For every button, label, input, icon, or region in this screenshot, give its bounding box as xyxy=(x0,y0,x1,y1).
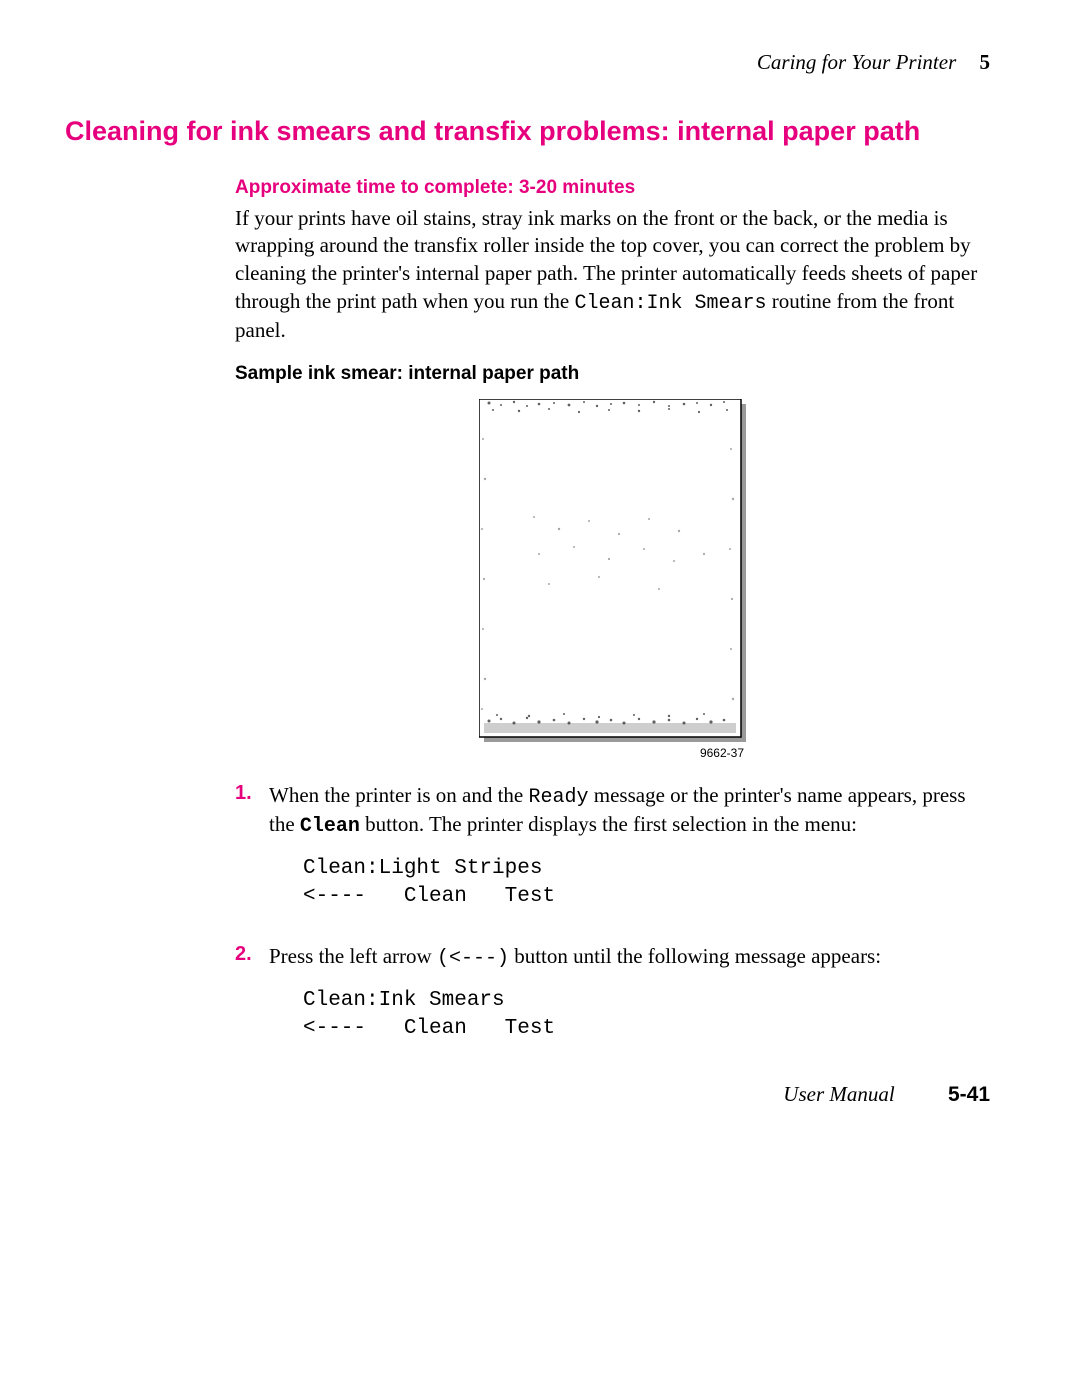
content-column: Approximate time to complete: 3-20 minut… xyxy=(235,177,990,1062)
figure-container: 9662-37 xyxy=(235,399,990,762)
step-item: 2.Press the left arrow (<---) button unt… xyxy=(235,943,990,1061)
chapter-title: Caring for Your Printer xyxy=(757,50,956,74)
page-header: Caring for Your Printer 5 xyxy=(65,50,990,75)
manual-label: User Manual xyxy=(783,1082,894,1106)
page-number: 5-41 xyxy=(948,1083,990,1106)
intro-code: Clean:Ink Smears xyxy=(574,292,766,315)
intro-paragraph: If your prints have oil stains, stray in… xyxy=(235,205,990,345)
step-number: 1. xyxy=(235,782,269,929)
step-body-wrap: Press the left arrow (<---) button until… xyxy=(269,943,990,1061)
page: Caring for Your Printer 5 Cleaning for i… xyxy=(0,0,1080,1397)
step-number: 2. xyxy=(235,943,269,1061)
step-body-wrap: When the printer is on and the Ready mes… xyxy=(269,782,990,929)
ink-smear-illustration xyxy=(479,399,746,742)
sample-heading: Sample ink smear: internal paper path xyxy=(235,363,990,385)
sample-smear-figure: 9662-37 xyxy=(479,399,746,760)
step-item: 1.When the printer is on and the Ready m… xyxy=(235,782,990,929)
section-title: Cleaning for ink smears and transfix pro… xyxy=(65,115,990,149)
steps-list: 1.When the printer is on and the Ready m… xyxy=(235,782,990,1062)
chapter-number: 5 xyxy=(980,50,991,74)
panel-display-text: Clean:Light Stripes <---- Clean Test xyxy=(303,855,990,912)
time-heading: Approximate time to complete: 3-20 minut… xyxy=(235,177,990,199)
figure-id-label: 9662-37 xyxy=(479,746,746,760)
panel-display-text: Clean:Ink Smears <---- Clean Test xyxy=(303,987,990,1044)
step-text: When the printer is on and the Ready mes… xyxy=(269,782,990,841)
step-text: Press the left arrow (<---) button until… xyxy=(269,943,990,972)
page-footer: User Manual 5-41 xyxy=(783,1082,990,1107)
